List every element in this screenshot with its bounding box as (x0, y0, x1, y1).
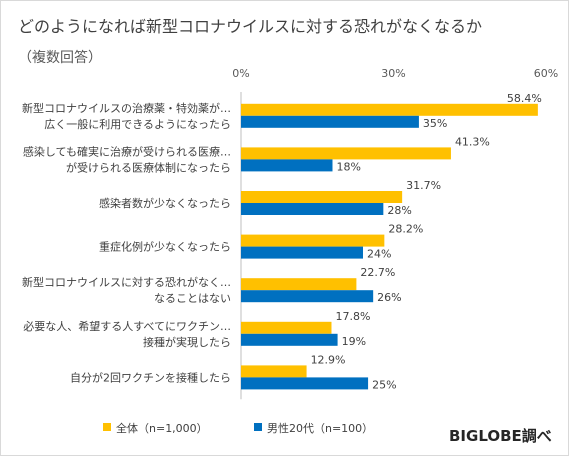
data-label: 31.7% (406, 179, 441, 192)
data-label: 18% (337, 160, 361, 173)
bar-overall (241, 365, 307, 378)
legend-label-male-20s: 男性20代（n=100） (267, 421, 373, 435)
bar-male-20s (241, 377, 369, 390)
data-label: 12.9% (311, 353, 346, 366)
bar-male-20s (241, 246, 363, 259)
category-label: なることはない (154, 292, 231, 305)
bar-overall (241, 321, 332, 334)
bar-male-20s (241, 333, 338, 346)
legend-label-overall: 全体（n=1,000） (116, 421, 208, 435)
chart-title: どのようになれば新型コロナウイルスに対する恐れがなくなるか (18, 17, 483, 36)
data-label: 28.2% (388, 223, 423, 236)
bar-overall (241, 103, 538, 116)
bar-male-20s (241, 203, 384, 215)
bar-overall (241, 147, 451, 160)
x-tick-label: 30% (381, 67, 405, 80)
bar-male-20s (241, 115, 419, 128)
category-label: が受けられる医療体制になったら (66, 160, 231, 174)
bar-overall (241, 234, 385, 247)
data-label: 41.3% (455, 135, 490, 148)
data-label: 17.8% (335, 310, 370, 323)
data-label: 25% (372, 378, 396, 391)
category-label: 自分が2回ワクチンを接種したら (70, 370, 231, 384)
data-label: 19% (342, 335, 366, 348)
bar-male-20s (241, 290, 374, 303)
bar-male-20s (241, 159, 333, 172)
data-label: 22.7% (360, 266, 395, 279)
bar-overall (241, 278, 357, 291)
data-label: 35% (423, 117, 447, 130)
bar-overall (241, 191, 403, 203)
category-label: 重症化例が少なくなったら (99, 240, 231, 254)
category-label: 感染者数が少なくなったら (99, 196, 231, 210)
data-label: 26% (377, 291, 401, 304)
x-tick-label: 0% (232, 67, 249, 80)
legend-swatch-overall (103, 423, 111, 431)
category-label: 感染しても確実に治療が受けられる医療… (23, 144, 231, 158)
chart-subtitle: （複数回答） (18, 50, 102, 66)
data-label: 28% (387, 204, 411, 217)
category-label: 新型コロナウイルスの治療薬・特効薬が… (22, 101, 231, 115)
legend-swatch-male-20s (254, 423, 262, 431)
source-credit: BIGLOBE調べ (449, 427, 552, 445)
category-label: 接種が実現したら (143, 335, 231, 349)
category-label: 必要な人、希望する人すべてにワクチン… (23, 319, 231, 333)
data-label: 58.4% (507, 92, 542, 105)
category-label: 広く一般に利用できるようになったら (44, 118, 231, 131)
x-tick-label: 60% (534, 67, 558, 80)
data-label: 24% (367, 248, 391, 261)
category-label: 新型コロナウイルスに対する恐れがなく… (22, 275, 231, 289)
